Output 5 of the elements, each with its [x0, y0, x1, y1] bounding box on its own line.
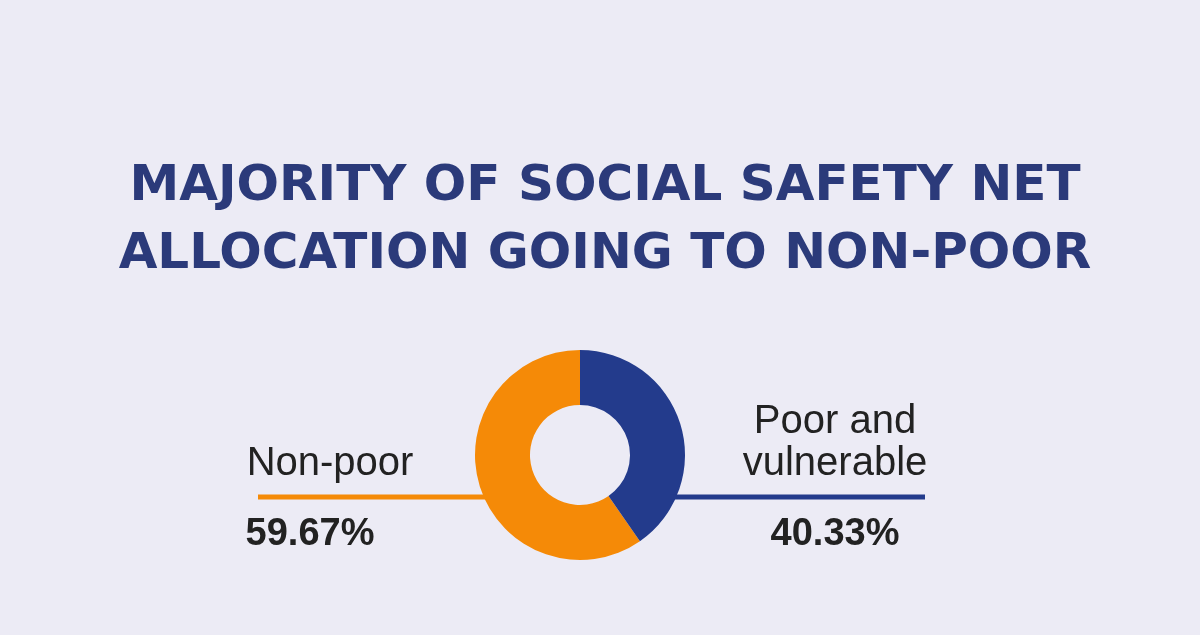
data-label: 59.67% [245, 511, 375, 553]
chart-title: MAJORITY OF SOCIAL SAFETY NET ALLOCATION GOING TO NON-POOR [118, 154, 1092, 280]
slice-label: Poor and vulnerable [742, 397, 928, 483]
data-label: 40.33% [770, 511, 900, 553]
slice-label: Non-poor [246, 439, 414, 483]
